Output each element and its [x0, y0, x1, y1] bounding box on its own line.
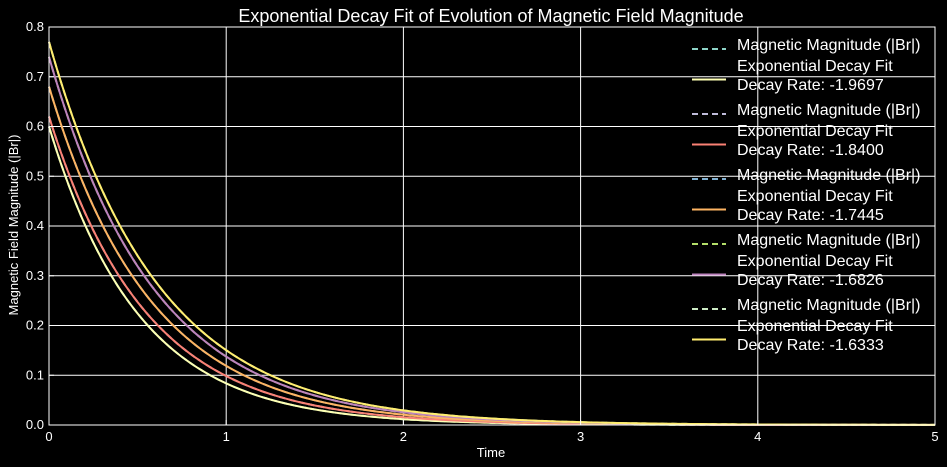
chart-title: Exponential Decay Fit of Evolution of Ma… [238, 6, 743, 26]
legend-entry: Magnetic Magnitude (|Br|) [737, 232, 921, 249]
legend-entry: Magnetic Magnitude (|Br|) [737, 167, 921, 184]
y-axis-label: Magnetic Field Magnitude (|Br|) [6, 135, 21, 316]
x-tick-label: 0 [45, 429, 52, 444]
y-tick-label: 0.2 [26, 318, 44, 333]
legend-entry: Magnetic Magnitude (|Br|) [737, 297, 921, 314]
legend-entry: Magnetic Magnitude (|Br|) [737, 37, 921, 54]
x-ticks: 0 1 2 3 4 5 [45, 420, 939, 444]
y-tick-label: 0.4 [26, 218, 44, 233]
x-tick-label: 3 [577, 429, 584, 444]
y-tick-label: 0.3 [26, 268, 44, 283]
legend-entry: Magnetic Magnitude (|Br|) [737, 102, 921, 119]
legend-entry: Exponential Decay Fit Decay Rate: -1.7445 [737, 188, 893, 224]
x-tick-label: 2 [400, 429, 407, 444]
y-tick-label: 0.8 [26, 19, 44, 34]
y-tick-label: 0.7 [26, 69, 44, 84]
legend-entry: Exponential Decay Fit Decay Rate: -1.8400 [737, 123, 893, 159]
magnitude-series-line-2 [48, 116, 935, 426]
x-axis-label: Time [477, 445, 505, 460]
legend-entry: Exponential Decay Fit Decay Rate: -1.9697 [737, 58, 893, 94]
legend: Magnetic Magnitude (|Br|) Exponential Dec… [692, 37, 921, 354]
x-tick-label: 5 [931, 429, 938, 444]
y-tick-label: 0.5 [26, 168, 44, 183]
decay-fit-line-3 [48, 116, 935, 426]
y-tick-label: 0.1 [26, 367, 44, 382]
y-tick-label: 0.6 [26, 119, 44, 134]
y-ticks: 0.0 0.1 0.2 0.3 0.4 0.5 0.6 0.7 0.8 [26, 19, 54, 432]
legend-entry: Exponential Decay Fit Decay Rate: -1.6826 [737, 253, 893, 289]
x-tick-label: 1 [223, 429, 230, 444]
y-tick-label: 0.0 [26, 417, 44, 432]
x-tick-label: 4 [754, 429, 761, 444]
legend-entry: Exponential Decay Fit Decay Rate: -1.6333 [737, 318, 893, 354]
